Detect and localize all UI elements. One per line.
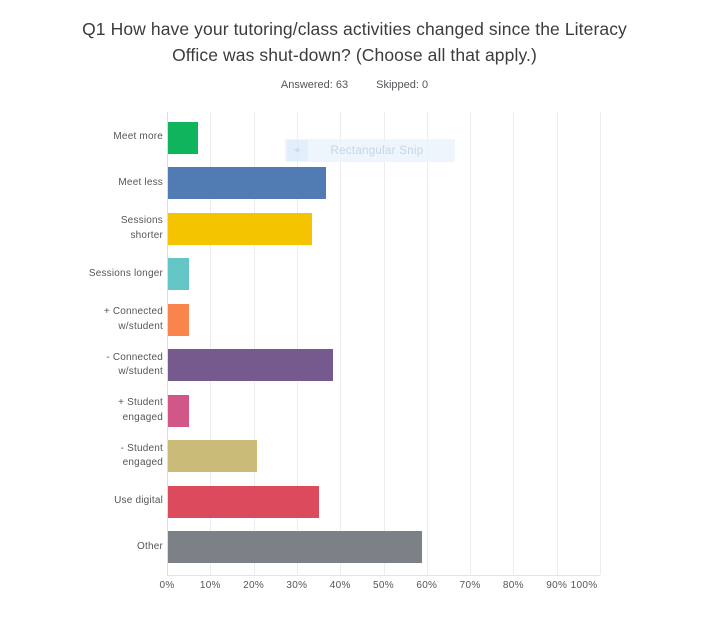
- page-title-line-1: Q1 How have your tutoring/class activiti…: [82, 19, 627, 39]
- category-label-student-engaged: - Student engaged: [120, 442, 163, 469]
- bar-student-engaged: [168, 394, 189, 427]
- rectangular-snip-icon: ✦: [287, 140, 308, 161]
- gridline: [513, 112, 515, 575]
- category-label-meet-less: Meet less: [118, 176, 163, 188]
- gridline: [600, 112, 601, 575]
- x-tick-label-60: 60%: [416, 580, 438, 591]
- x-tick-label-30: 30%: [286, 580, 308, 591]
- gridline: [210, 112, 212, 575]
- gridline: [296, 112, 298, 575]
- gridline: [340, 112, 342, 575]
- gridline: [556, 112, 558, 575]
- category-label-sessions-shorter: Sessions shorter: [120, 215, 163, 241]
- x-tick-label-100: 100%: [570, 580, 598, 591]
- category-label-connected-w-student: + Connected w/student: [103, 306, 163, 332]
- x-tick-label-0: 0%: [159, 580, 175, 591]
- gridline: [383, 112, 385, 575]
- bar-meet-more: [168, 121, 199, 154]
- gridline: [426, 112, 428, 575]
- skipped-count: Skipped: 0: [376, 79, 429, 91]
- x-tick-label-40: 40%: [329, 580, 351, 591]
- x-tick-label-50: 50%: [373, 580, 394, 591]
- x-tick-label-20: 20%: [243, 580, 265, 591]
- page-title: Q1 How have your tutoring/class activiti…: [0, 16, 709, 69]
- bar-sessions-shorter: [168, 212, 313, 245]
- x-tick-label-80: 80%: [502, 580, 524, 591]
- category-label-other: Other: [136, 540, 163, 552]
- category-label-student-engaged: + Student engaged: [118, 397, 163, 423]
- category-label-use-digital: Use digital: [114, 495, 163, 507]
- response-summary: Answered: 63 Skipped: 0: [0, 79, 709, 91]
- x-axis-line: [167, 575, 600, 576]
- category-label-connected-w-student: - Connected w/student: [106, 351, 163, 378]
- answered-count: Answered: 63: [280, 79, 349, 91]
- gridline: [167, 112, 168, 575]
- x-tick-label-70: 70%: [459, 580, 481, 591]
- category-label-meet-more: Meet more: [113, 131, 163, 143]
- page-title-line-2: Office was shut-down? (Choose all that a…: [172, 45, 537, 66]
- bar-sessions-longer: [168, 258, 189, 290]
- bar-use-digital: [168, 485, 320, 518]
- gridline: [470, 112, 472, 575]
- bar-meet-less: [168, 167, 327, 199]
- bar-connected-w-student: [168, 349, 333, 381]
- x-tick-label-90: 90%: [546, 580, 568, 591]
- category-label-sessions-longer: Sessions longer: [88, 267, 163, 279]
- bar-other: [168, 531, 423, 563]
- x-tick-label-10: 10%: [199, 580, 221, 591]
- gridline: [253, 112, 255, 575]
- bar-connected-w-student: [168, 303, 189, 336]
- snip-tool-overlay[interactable]: ✦ Rectangular Snip: [285, 139, 455, 162]
- snip-mode-label: Rectangular Snip: [330, 144, 424, 157]
- bar-student-engaged: [168, 440, 258, 472]
